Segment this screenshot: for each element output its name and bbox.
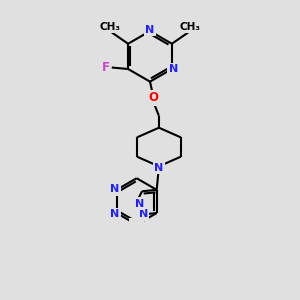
Text: N: N (110, 184, 119, 194)
Text: N: N (146, 25, 154, 34)
Text: N: N (169, 64, 178, 74)
Text: N: N (110, 209, 120, 219)
Text: N: N (154, 163, 164, 173)
Text: N: N (135, 199, 144, 209)
Text: N: N (132, 221, 141, 231)
Text: O: O (148, 92, 158, 104)
Text: N: N (110, 185, 120, 195)
Text: F: F (102, 61, 110, 74)
Text: CH₃: CH₃ (179, 22, 200, 32)
Text: N: N (132, 221, 141, 231)
Text: N: N (139, 209, 148, 220)
Text: CH₃: CH₃ (100, 22, 121, 32)
